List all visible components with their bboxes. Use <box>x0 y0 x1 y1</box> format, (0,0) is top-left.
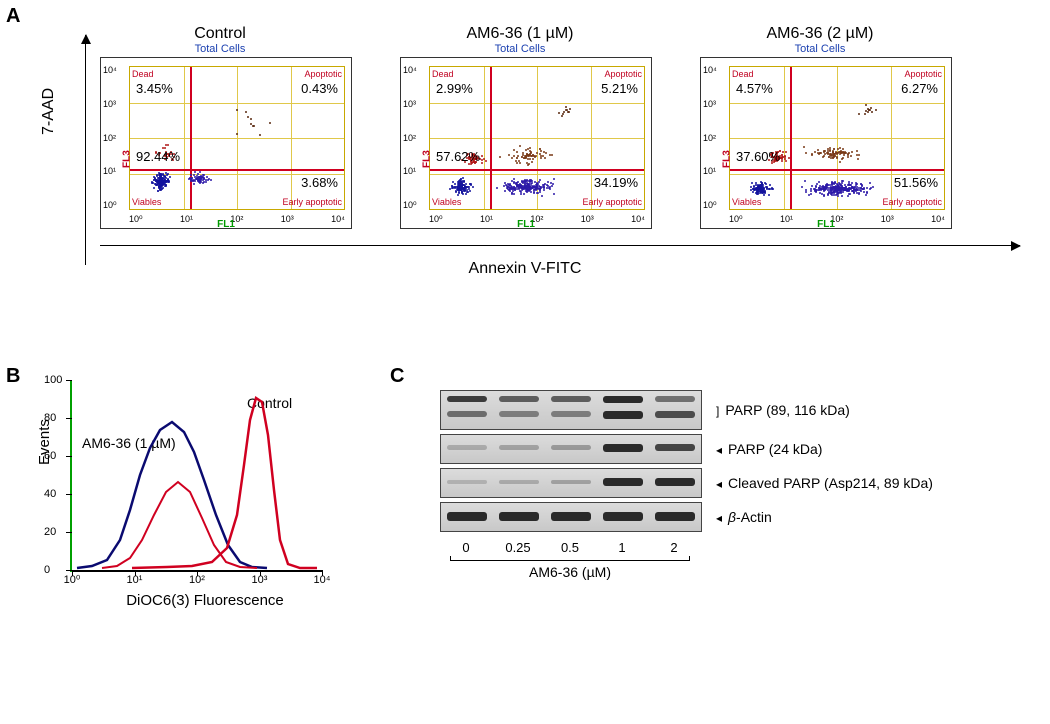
plot-title: AM6-36 (1 µM) <box>390 25 650 43</box>
blot-label: ◂Cleaved PARP (Asp214, 89 kDa) <box>716 475 933 491</box>
flow-cytometry-plot: ControlTotal Cells DeadApoptoticViablesEa… <box>90 25 350 229</box>
panel-a-x-axis-label: Annexin V-FITC <box>30 260 1020 278</box>
histogram-plot: 02040608010010⁰10¹10²10³10⁴AM6-36 (1 µM)… <box>70 380 322 572</box>
blot-label: ◂β-Actin <box>716 509 772 525</box>
panel-a-y-arrow <box>85 35 86 265</box>
histogram-svg <box>72 380 322 570</box>
panel-b: Events 02040608010010⁰10¹10²10³10⁴AM6-36… <box>30 370 340 670</box>
panel-b-label: B <box>6 365 20 388</box>
quadrant-percent: 4.57% <box>736 81 773 96</box>
plot-subtitle: Total Cells <box>690 43 950 55</box>
quadrant-percent: 57.62% <box>436 149 480 164</box>
quadrant-percent: 34.19% <box>594 175 638 190</box>
panel-a-y-axis-label: 7-AAD <box>40 88 58 135</box>
plot-subtitle: Total Cells <box>390 43 650 55</box>
quadrant-percent: 2.99% <box>436 81 473 96</box>
quadrant-percent: 0.43% <box>301 81 338 96</box>
panel-c: ]PARP (89, 116 kDa) ◂PARP (24 kDa) ◂Cleave… <box>400 370 1020 670</box>
concentration-row: 00.250.512 <box>440 540 700 555</box>
blot-row: ◂PARP (24 kDa) <box>440 434 933 464</box>
blot-image <box>440 502 702 532</box>
panel-b-x-axis-label: DiOC6(3) Fluorescence <box>70 592 340 609</box>
flow-cytometry-plot: AM6-36 (2 µM)Total Cells DeadApoptoticVia… <box>690 25 950 229</box>
blot-image <box>440 468 702 498</box>
western-blots: ]PARP (89, 116 kDa) ◂PARP (24 kDa) ◂Cleave… <box>440 390 933 536</box>
flow-cytometry-row: ControlTotal CellsDeadApoptoticViablesEa… <box>90 25 950 229</box>
scatter-box: DeadApoptoticViablesEarly apoptotic3.45%… <box>100 57 352 229</box>
blot-row: ◂β-Actin <box>440 502 933 532</box>
plot-subtitle: Total Cells <box>90 43 350 55</box>
blot-image <box>440 390 702 430</box>
blot-label: ◂PARP (24 kDa) <box>716 441 822 457</box>
quadrant-percent: 92.44% <box>136 149 180 164</box>
panel-a-label: A <box>6 5 20 28</box>
blot-row: ◂Cleaved PARP (Asp214, 89 kDa) <box>440 468 933 498</box>
quadrant-percent: 3.68% <box>301 175 338 190</box>
quadrant-percent: 37.60% <box>736 149 780 164</box>
scatter-box: DeadApoptoticViablesEarly apoptotic2.99%… <box>400 57 652 229</box>
quadrant-percent: 3.45% <box>136 81 173 96</box>
quadrant-percent: 6.27% <box>901 81 938 96</box>
blot-label: ]PARP (89, 116 kDa) <box>716 402 850 418</box>
quadrant-percent: 51.56% <box>894 175 938 190</box>
flow-cytometry-plot: AM6-36 (1 µM)Total Cells DeadApoptoticVia… <box>390 25 650 229</box>
blot-row: ]PARP (89, 116 kDa) <box>440 390 933 430</box>
blot-image <box>440 434 702 464</box>
panel-a: 7-AAD ControlTotal CellsDeadApoptoticVia… <box>30 5 1020 295</box>
scatter-box: DeadApoptoticViablesEarly apoptotic4.57%… <box>700 57 952 229</box>
concentration-axis-label: AM6-36 (µM) <box>440 564 700 580</box>
plot-title: Control <box>90 25 350 43</box>
panel-a-x-arrow <box>100 245 1020 246</box>
quadrant-percent: 5.21% <box>601 81 638 96</box>
plot-title: AM6-36 (2 µM) <box>690 25 950 43</box>
